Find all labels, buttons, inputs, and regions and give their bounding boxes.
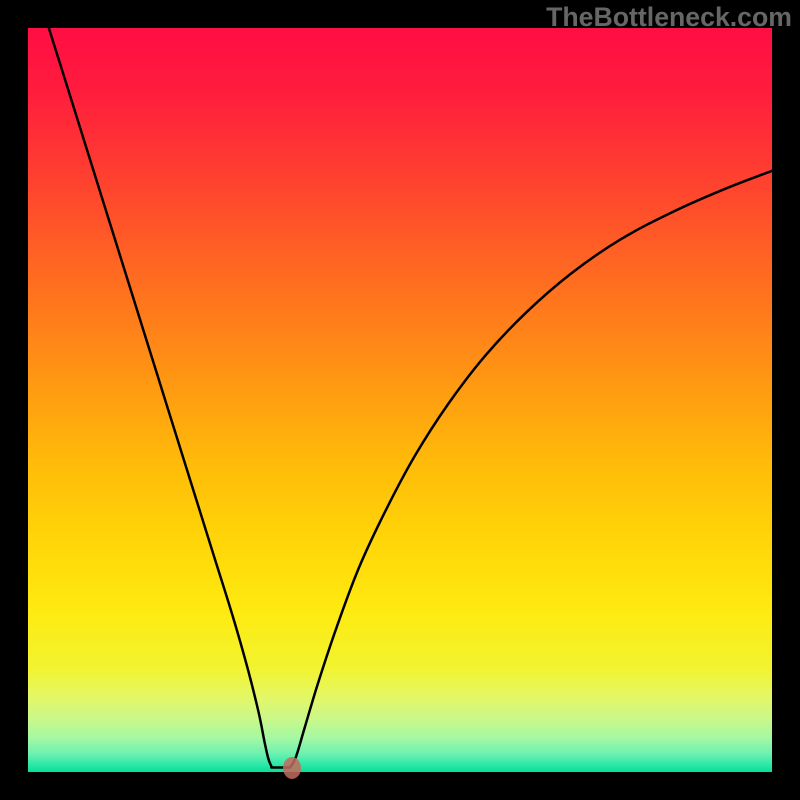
chart-outer-frame: TheBottleneck.com <box>0 0 800 800</box>
gradient-plot-canvas <box>28 28 772 772</box>
watermark-text: TheBottleneck.com <box>546 2 792 33</box>
